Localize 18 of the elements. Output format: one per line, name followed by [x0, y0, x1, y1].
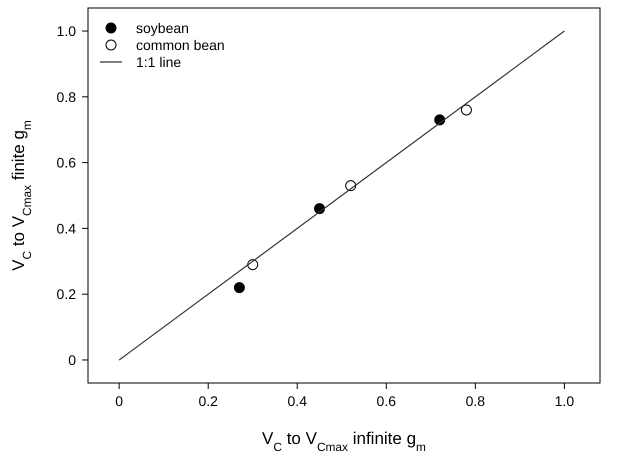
x-tick-label: 0.6: [376, 393, 396, 409]
point: [234, 282, 245, 294]
y-tick-label: 0.4: [56, 220, 76, 236]
x-tick-label: 0.8: [466, 393, 486, 409]
point: [460, 104, 472, 116]
y-tick-label: 0.8: [56, 88, 76, 105]
x-tick-label: 0: [115, 393, 124, 409]
x-axis-title: V$_{C}$ to V$_{Cmax}$ infinite g$_{m}$: [262, 429, 426, 454]
x-tick-label: 1.0: [554, 393, 574, 409]
y-tick-label: 0.2: [56, 286, 76, 302]
y-tick-label: 1.0: [56, 23, 76, 40]
legend-label: common bean: [136, 37, 225, 53]
x-tick-label: 0.2: [198, 393, 218, 409]
y-tick-label: 0: [68, 352, 76, 368]
legend-label: soybean: [136, 20, 189, 36]
legend-label: 1:1 line: [136, 54, 182, 70]
x-tick-label: 0.4: [288, 393, 308, 409]
y-tick-label: 0.6: [56, 154, 76, 171]
